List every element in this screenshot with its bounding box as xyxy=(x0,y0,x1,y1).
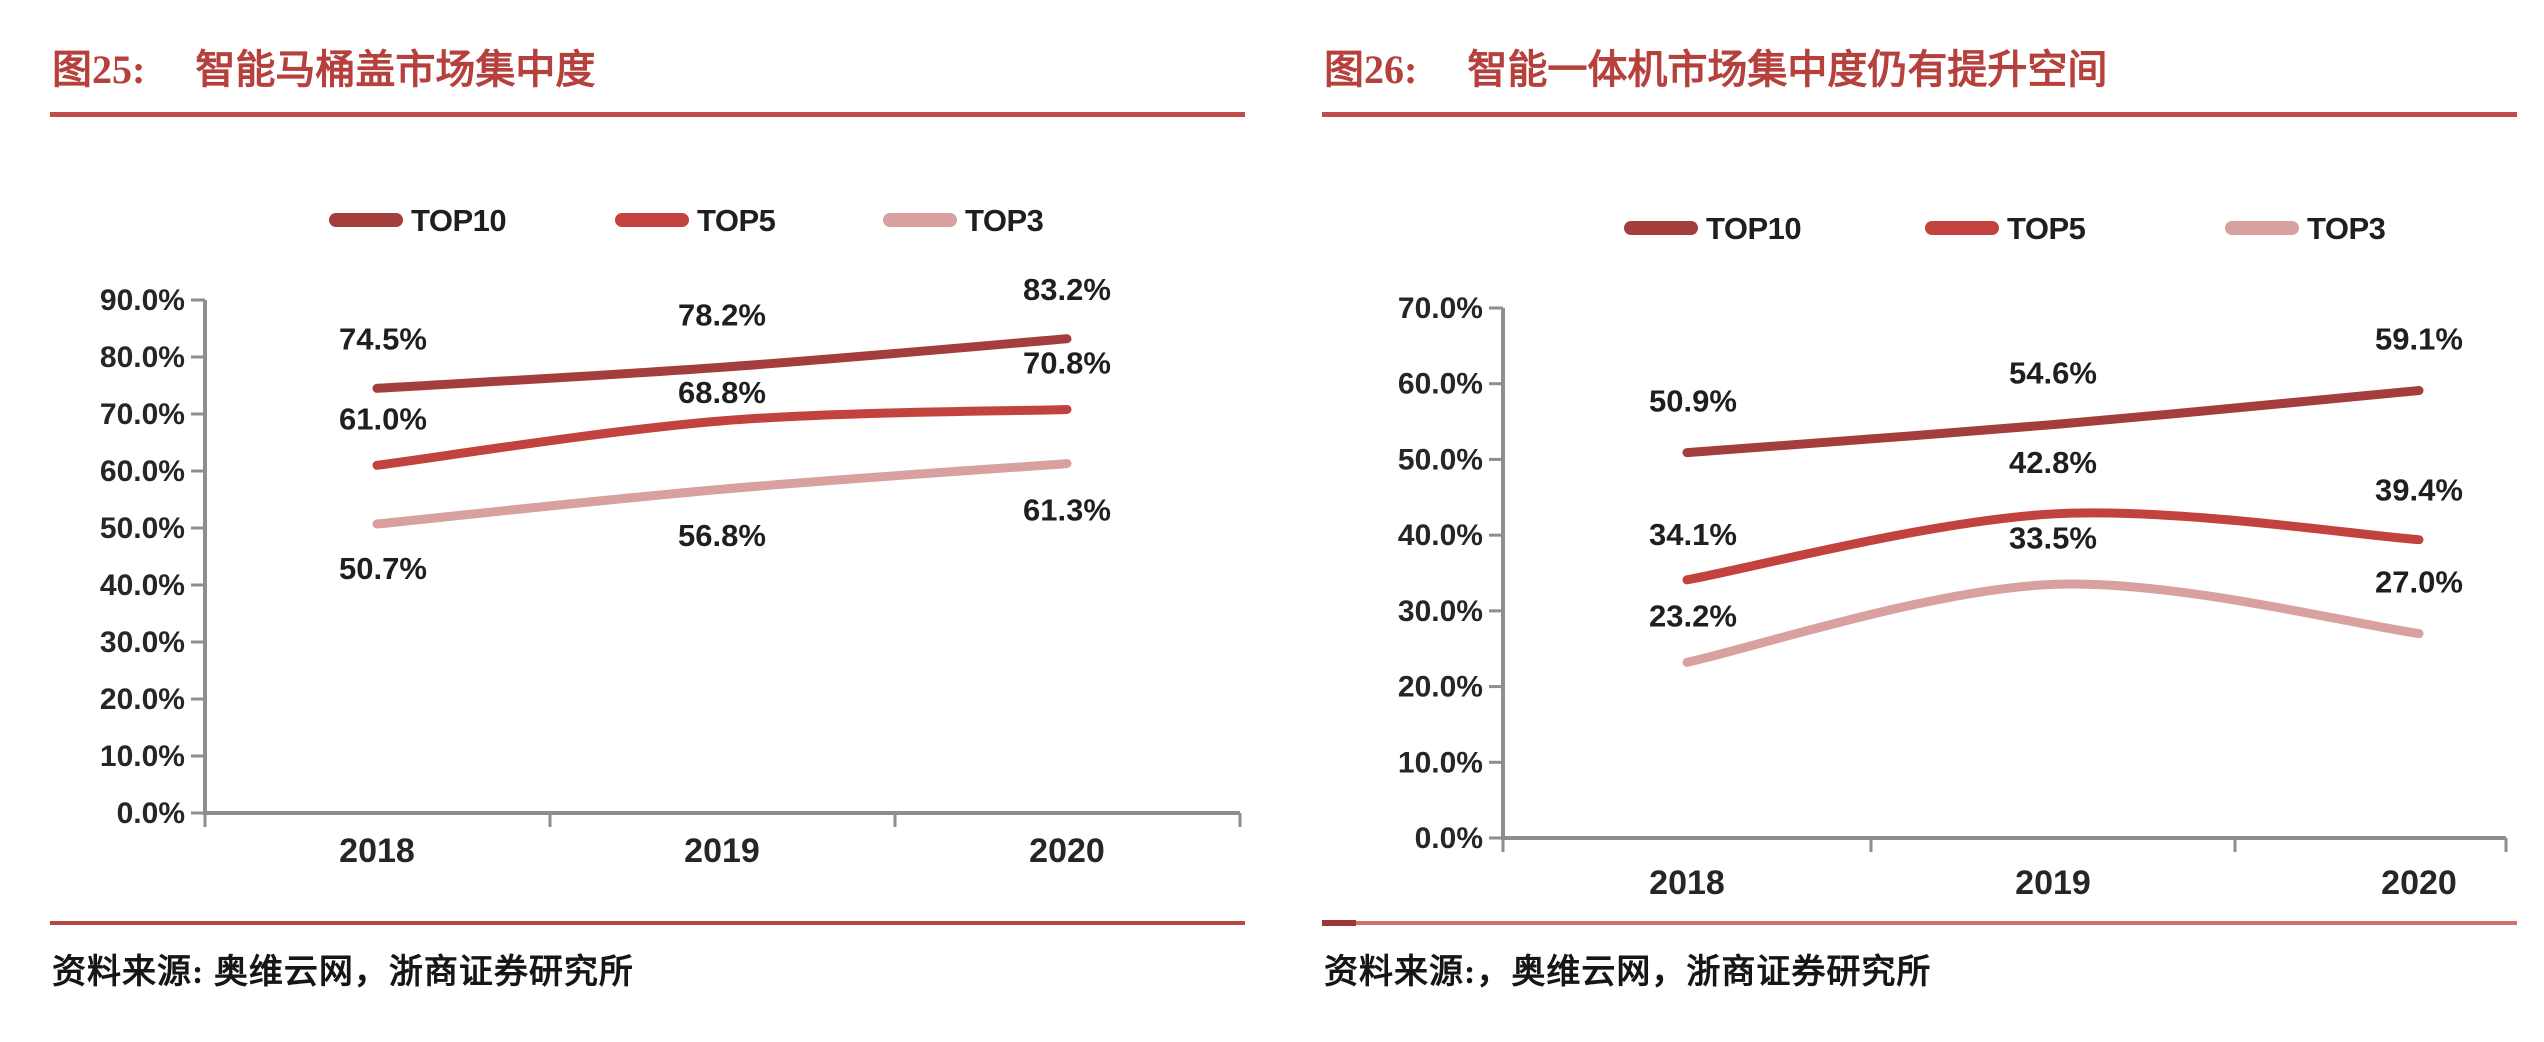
figure-26-number: 图26: xyxy=(1324,47,1418,92)
legend-swatch-top10 xyxy=(1624,221,1698,235)
y-tick-label: 30.0% xyxy=(1398,595,1483,628)
figure-25-caption: 图25: 智能马桶盖市场集中度 xyxy=(52,48,595,92)
figure-25-source: 资料来源: 奥维云网，浙商证券研究所 xyxy=(52,954,634,991)
series-line-top10 xyxy=(372,334,1072,393)
y-tick-label: 10.0% xyxy=(1398,746,1483,779)
series-line-top5 xyxy=(1682,508,2424,585)
legend-label-top3: TOP3 xyxy=(965,203,1044,238)
data-label-top5-2020: 70.8% xyxy=(1023,345,1111,380)
data-label-top10-2019: 54.6% xyxy=(2009,356,2097,391)
series-line-top10 xyxy=(1682,386,2424,458)
legend-swatch-top10 xyxy=(329,213,403,227)
data-label-top10-2019: 78.2% xyxy=(678,297,766,332)
caption-rule xyxy=(1322,112,2517,117)
legend-swatch-top3 xyxy=(2225,221,2299,235)
data-label-top3-2020: 27.0% xyxy=(2375,565,2463,600)
caption-rule xyxy=(50,112,1245,117)
bottom-rule xyxy=(50,921,1245,925)
figure-25: 图25: 智能马桶盖市场集中度 90.0% 80.0% 70.0% 60.0% 50.0… xyxy=(50,48,1245,991)
y-tick-label: 50.0% xyxy=(1398,443,1483,476)
data-label-top3-2019: 56.8% xyxy=(678,518,766,553)
x-category-label: 2019 xyxy=(2015,864,2091,902)
figure-26: 图26: 智能一体机市场集中度仍有提升空间 70.0% 60.0% 50.0% 40.… xyxy=(1272,0,2544,1042)
data-label-top10-2018: 50.9% xyxy=(1649,384,1737,419)
y-tick-label: 30.0% xyxy=(100,626,185,659)
series-line-top3 xyxy=(1682,579,2424,667)
legend-swatch-top3 xyxy=(883,213,957,227)
figure-26-caption: 图26: 智能一体机市场集中度仍有提升空间 xyxy=(1324,48,2107,92)
data-label-top5-2018: 34.1% xyxy=(1649,517,1737,552)
legend-swatch-top5 xyxy=(1925,221,1999,235)
line-chart-smart-toilet-lid-concentration: 90.0% 80.0% 70.0% 60.0% 50.0% 40.0% 30.0% 20.0%… xyxy=(100,203,1242,870)
legend-label-top10: TOP10 xyxy=(411,203,506,238)
figure-25-number: 图25: xyxy=(52,47,146,92)
data-label-top3-2018: 50.7% xyxy=(339,551,427,586)
rule-dark-tip xyxy=(1322,920,1356,926)
y-tick-label: 40.0% xyxy=(1398,519,1483,552)
data-label-top5-2019: 68.8% xyxy=(678,375,766,410)
figure-26-source: 资料来源:，奥维云网，浙商证券研究所 xyxy=(1324,954,1932,991)
line-chart-smart-all-in-one-concentration: 70.0% 60.0% 50.0% 40.0% 30.0% 20.0% 10.0% 0.0% 2… xyxy=(1398,211,2508,902)
legend-swatch-top5 xyxy=(615,213,689,227)
legend-label-top5: TOP5 xyxy=(2007,211,2086,246)
x-category-label: 2019 xyxy=(684,832,760,870)
y-tick-label: 0.0% xyxy=(117,797,185,830)
y-tick-label: 90.0% xyxy=(100,284,185,317)
series-line-top5 xyxy=(372,404,1072,470)
data-label-top5-2018: 61.0% xyxy=(339,401,427,436)
data-label-top3-2018: 23.2% xyxy=(1649,598,1737,633)
legend-label-top10: TOP10 xyxy=(1706,211,1801,246)
y-tick-label: 80.0% xyxy=(100,341,185,374)
legend-label-top3: TOP3 xyxy=(2307,211,2386,246)
figure-26-title: 智能一体机市场集中度仍有提升空间 xyxy=(1467,47,2108,92)
x-category-label: 2018 xyxy=(339,832,415,870)
x-category-label: 2018 xyxy=(1649,864,1725,902)
y-tick-label: 70.0% xyxy=(100,398,185,431)
data-label-top10-2020: 59.1% xyxy=(2375,322,2463,357)
figure-25-title: 智能马桶盖市场集中度 xyxy=(195,47,596,92)
y-tick-label: 50.0% xyxy=(100,512,185,545)
data-label-top10-2020: 83.2% xyxy=(1023,272,1111,307)
y-tick-label: 20.0% xyxy=(1398,671,1483,704)
data-label-top10-2018: 74.5% xyxy=(339,321,427,356)
series-line-top3 xyxy=(372,459,1072,529)
data-label-top3-2019: 33.5% xyxy=(2009,520,2097,555)
x-category-label: 2020 xyxy=(2381,864,2457,902)
y-tick-label: 0.0% xyxy=(1415,822,1483,855)
data-label-top5-2019: 42.8% xyxy=(2009,445,2097,480)
y-tick-label: 70.0% xyxy=(1398,292,1483,325)
data-label-top5-2020: 39.4% xyxy=(2375,473,2463,508)
bottom-rule xyxy=(1322,920,2517,926)
y-tick-label: 20.0% xyxy=(100,683,185,716)
y-tick-label: 40.0% xyxy=(100,569,185,602)
y-tick-label: 60.0% xyxy=(1398,368,1483,401)
y-tick-label: 60.0% xyxy=(100,455,185,488)
x-category-label: 2020 xyxy=(1029,832,1105,870)
legend-label-top5: TOP5 xyxy=(697,203,776,238)
data-label-top3-2020: 61.3% xyxy=(1023,493,1111,528)
y-tick-label: 10.0% xyxy=(100,740,185,773)
